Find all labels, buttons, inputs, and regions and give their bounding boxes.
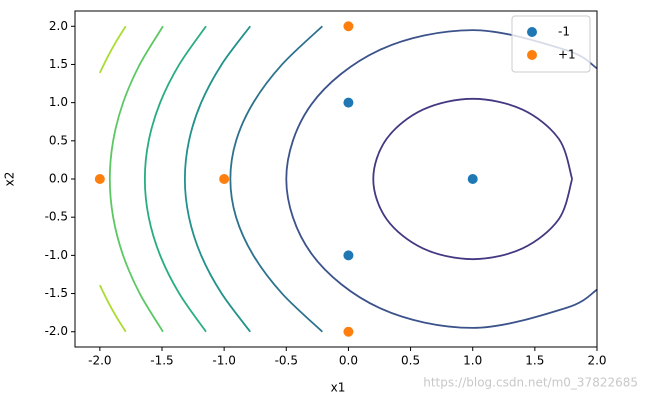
- x-tick-label: 1.5: [525, 354, 544, 368]
- contour-line: [108, 25, 164, 333]
- y-tick-label: -0.5: [45, 210, 68, 224]
- plot-frame: [74, 10, 598, 348]
- y-tick-label: 0.0: [49, 172, 68, 186]
- point: [343, 97, 354, 108]
- y-axis-label: x2: [3, 172, 17, 187]
- y-tick-label: 2.0: [49, 19, 68, 33]
- x-tick-label: 2.0: [587, 354, 606, 368]
- x-tick-label: -1.5: [150, 354, 173, 368]
- contour-line: [99, 25, 127, 333]
- y-tick-label: 1.0: [49, 95, 68, 109]
- point: [343, 21, 354, 32]
- contour-line: [143, 25, 207, 333]
- x-tick-label: 0.0: [339, 354, 358, 368]
- x-tick-label: 1.0: [463, 354, 482, 368]
- y-tick-label: 1.5: [49, 57, 68, 71]
- x-tick-label: -2.0: [88, 354, 111, 368]
- contours: [99, 25, 597, 333]
- x-tick-label: 0.5: [401, 354, 420, 368]
- x-tick-label: -0.5: [275, 354, 298, 368]
- watermark: https://blog.csdn.net/m0_37822685: [423, 376, 638, 390]
- legend-marker: [527, 27, 537, 37]
- point: [343, 250, 354, 261]
- y-tick-label: 0.5: [49, 133, 68, 147]
- legend-label: -1: [558, 25, 570, 39]
- contour-line: [285, 29, 597, 329]
- legend-label: +1: [558, 48, 576, 62]
- contour-line: [229, 25, 323, 333]
- point: [467, 174, 478, 184]
- x-axis-label: x1: [331, 381, 346, 395]
- y-tick-label: -1.5: [45, 286, 68, 300]
- point: [219, 174, 230, 184]
- legend-box: [511, 15, 591, 73]
- point: [94, 174, 105, 184]
- y-tick-label: -2.0: [45, 324, 68, 338]
- y-tick-label: -1.0: [45, 248, 68, 262]
- point: [343, 326, 354, 337]
- x-tick-label: -1.0: [212, 354, 235, 368]
- contour-line: [183, 25, 251, 333]
- legend-marker: [527, 50, 537, 60]
- contour-line: [372, 97, 574, 261]
